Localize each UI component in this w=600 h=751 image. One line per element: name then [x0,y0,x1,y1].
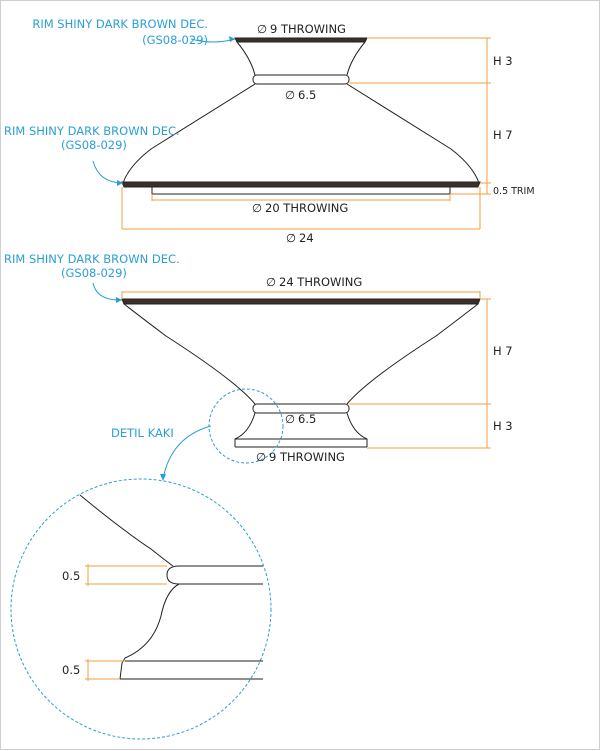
top-view-body-right [346,83,480,184]
height-upper-label: H 3 [493,54,513,68]
bottom-rim-note: RIM SHINY DARK BROWN DEC. [4,252,180,266]
bottom-height-upper-label: H 7 [493,344,513,358]
bottom-top-dia-symbol: ∅ [266,275,276,289]
neck-dia-symbol: ∅ [285,88,295,102]
bottom-rim-note-leader [92,282,123,301]
trim-label: 0.5 TRIM [493,186,535,197]
bottom-rim-note-code: (GS08-029) [61,266,127,280]
bottom-view [121,298,481,464]
overall-dia-symbol: ∅ [286,231,296,245]
detail-dim-lower: 0.5 [62,663,80,677]
bottom-base-dia-label: 9 THROWING [269,450,345,464]
bottom-view-foot-right [346,412,368,447]
overall-dia-label: 24 [299,231,314,245]
detail-label: DETIL KAKI [111,426,174,440]
detail-circle [10,478,272,740]
top-view-rim-small [234,37,368,43]
detail-marker-circle [208,388,284,464]
bottom-view-neck-ring [252,403,350,414]
top-view-dimensions: H 3 H 7 0.5 TRIM [121,37,535,230]
rim-note-top-code: (GS08-029) [142,33,208,47]
top-dia-label: 9 THROWING [270,22,346,36]
top-view-body-left [122,83,256,184]
bottom-view-rim [121,298,481,305]
rim-note-bottom: RIM SHINY DARK BROWN DEC. [4,124,180,138]
top-view [121,37,481,195]
neck-dia-label: 6.5 [298,88,316,102]
bottom-rim-note-arrow [116,297,122,303]
bottom-view-notes: RIM SHINY DARK BROWN DEC. (GS08-029) ∅ 2… [4,252,362,481]
bottom-height-lower-label: H 3 [493,419,513,433]
bottom-view-foot-left [234,412,256,447]
bottom-neck-dia-label: 6.5 [298,412,316,426]
bottom-view-dimensions: H 7 H 3 [121,291,513,449]
rim-note-top: RIM SHINY DARK BROWN DEC. [32,17,208,31]
top-view-neck-right [346,41,366,76]
top-view-rim-large [121,181,481,188]
detail-dim-upper: 0.5 [62,569,80,583]
detail-view: 0.5 0.5 [10,478,272,740]
detail-leader-arrow [160,474,166,481]
top-view-neck-ring [252,74,350,85]
rim-note-top-arrow [229,36,235,42]
rim-note-bottom-arrow [117,180,123,186]
bottom-view-body-left [123,303,256,405]
base-dia-symbol: ∅ [252,201,262,215]
rim-note-bottom-code: (GS08-029) [61,138,127,152]
bottom-top-dia-label: 24 THROWING [279,275,362,289]
base-dia-label: 20 THROWING [265,201,348,215]
top-view-base [151,186,451,195]
top-view-neck-left [236,41,256,76]
detail-neck-ring [166,565,263,585]
detail-leader [162,425,212,480]
top-view-notes: RIM SHINY DARK BROWN DEC. (GS08-029) RIM… [4,17,348,245]
bottom-neck-dia-symbol: ∅ [285,412,295,426]
bottom-base-dia-symbol: ∅ [256,450,266,464]
detail-foot-curve [119,583,180,680]
bottom-view-body-right [346,303,479,405]
rim-note-bottom-leader [92,160,124,184]
height-lower-label: H 7 [493,128,513,142]
detail-body-curve [79,494,174,567]
top-dia-symbol: ∅ [257,22,267,36]
